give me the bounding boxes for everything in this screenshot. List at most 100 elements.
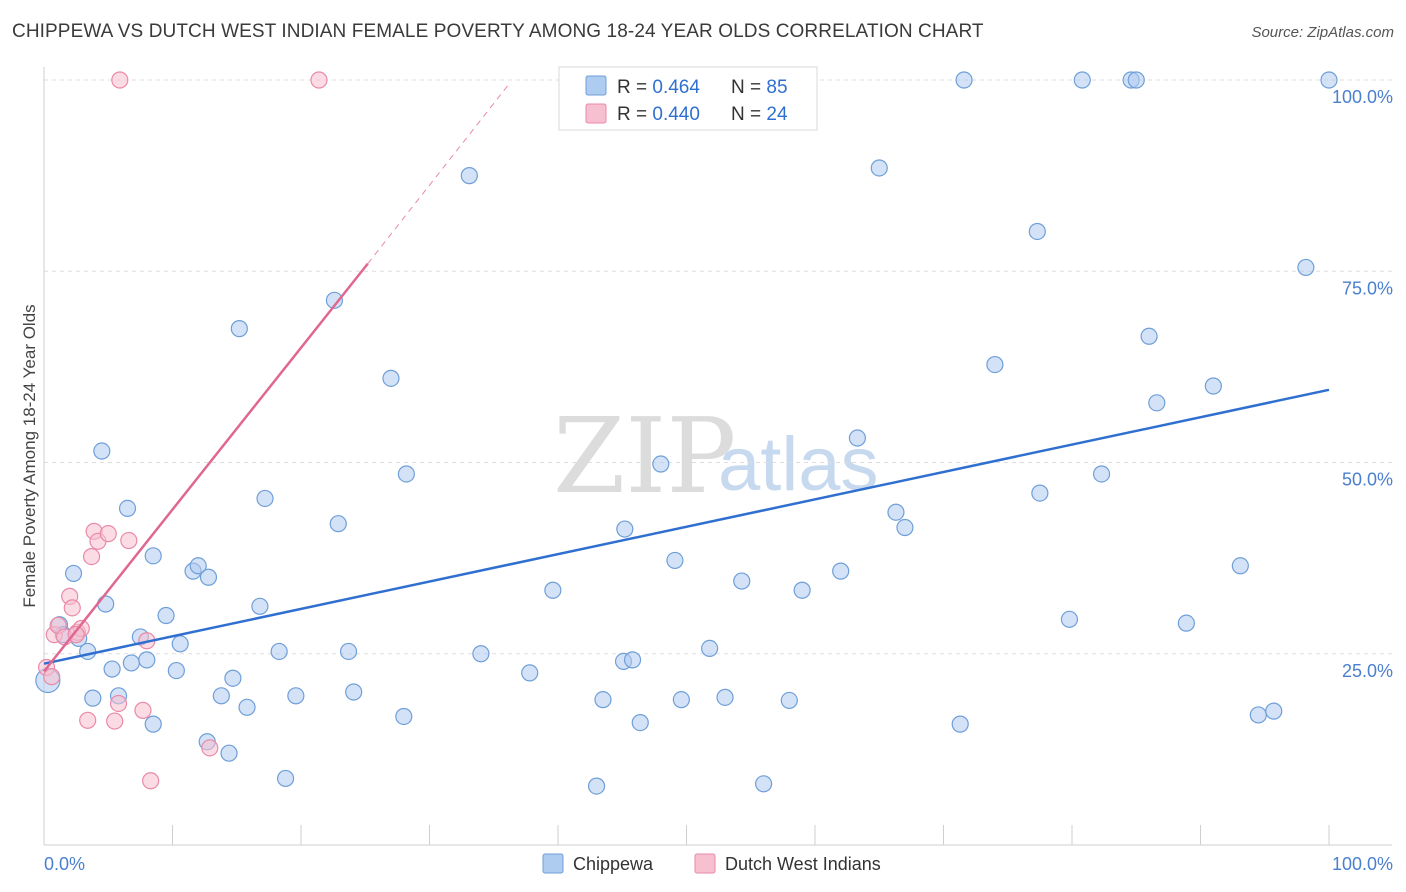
dutch-point — [82, 547, 101, 566]
chippewa-point — [1249, 706, 1267, 724]
chippewa-point — [616, 520, 634, 538]
axes — [43, 67, 1392, 846]
chippewa-point — [251, 597, 269, 615]
chippewa-point — [325, 291, 344, 309]
dutch-point — [111, 71, 129, 89]
chippewa-point — [521, 664, 539, 682]
chippewa-point — [1204, 377, 1222, 395]
chippewa-point — [79, 642, 97, 661]
stats-swatch-dutch — [585, 103, 607, 124]
chippewa-point — [230, 320, 248, 338]
chippewa-point — [631, 713, 649, 732]
chippewa-point — [138, 651, 156, 669]
chippewa-point — [329, 515, 347, 533]
chippewa-point — [951, 715, 969, 733]
chippewa-point — [672, 691, 690, 709]
legend-swatch-dutch — [694, 853, 716, 874]
dutch-point — [67, 626, 85, 644]
x-tick-label-min: 0.0% — [44, 854, 85, 874]
dutch-point — [79, 711, 97, 729]
chippewa-point — [270, 642, 288, 661]
chippewa-point — [93, 442, 111, 460]
chippewa-point — [1265, 702, 1283, 720]
chippewa-point — [754, 775, 773, 793]
chippewa-point — [623, 651, 642, 669]
dutch-point — [109, 694, 128, 713]
chippewa-point — [793, 581, 811, 599]
y-tick-label: 75.0% — [1342, 278, 1393, 298]
chippewa-point — [472, 645, 490, 663]
legend-swatch-chippewa — [542, 853, 564, 874]
chart-title: CHIPPEWA VS DUTCH WEST INDIAN FEMALE POV… — [12, 21, 984, 42]
chippewa-point — [238, 698, 256, 716]
chippewa-point — [544, 581, 562, 599]
chippewa-point — [986, 355, 1004, 374]
chippewa-point — [212, 687, 230, 705]
chippewa-point — [780, 691, 798, 710]
chippewa-point — [1127, 71, 1145, 89]
dutch-trendline — [43, 262, 369, 673]
chippewa-point — [118, 499, 137, 517]
chippewa-point — [848, 429, 867, 447]
watermark-zip: ZIP — [553, 395, 736, 517]
chippewa-point — [1297, 258, 1315, 277]
chippewa-point — [832, 562, 850, 580]
chippewa-point — [167, 661, 185, 680]
chippewa-point — [652, 455, 670, 473]
chippewa-point — [64, 564, 83, 583]
chippewa-point — [382, 369, 400, 387]
chippewa-point — [460, 167, 478, 185]
y-axis-title: Female Poverty Among 18-24 Year Olds — [20, 304, 39, 607]
chippewa-point — [1231, 557, 1249, 575]
dutch-point — [106, 712, 124, 730]
dutch-point — [120, 531, 138, 550]
dutch-trendline-extension — [367, 83, 510, 264]
chippewa-point — [870, 159, 888, 177]
chippewa-point — [97, 595, 115, 613]
chippewa-point — [587, 777, 606, 795]
stats-box: R = 0.464 N = 85 R = 0.440 N = 24 — [558, 66, 818, 131]
y-tick-labels: 25.0% 50.0% 75.0% 100.0% — [1332, 87, 1393, 681]
dutch-point — [43, 668, 61, 686]
dutch-point — [142, 772, 160, 790]
trendlines — [43, 83, 1330, 673]
chippewa-point — [103, 660, 121, 678]
dutch-point — [310, 71, 328, 89]
chippewa-point — [955, 71, 973, 89]
chippewa-point — [1177, 614, 1195, 632]
chippewa-point — [171, 635, 189, 653]
chippewa-point — [395, 707, 413, 726]
dutch-points — [37, 71, 328, 790]
chippewa-point — [276, 769, 295, 788]
stats-swatch-chippewa — [585, 75, 607, 96]
chippewa-point — [594, 691, 612, 709]
chippewa-point — [1140, 327, 1158, 345]
chippewa-point — [716, 688, 734, 706]
legend-label-chippewa: Chippewa — [573, 854, 654, 874]
chippewa-point — [887, 503, 905, 521]
dutch-point — [99, 525, 117, 543]
dutch-point — [63, 599, 81, 617]
legend: Chippewa Dutch West Indians — [542, 853, 881, 874]
chippewa-point — [397, 465, 415, 483]
chippewa-point — [144, 715, 162, 733]
chippewa-point — [345, 683, 363, 701]
chippewa-point — [84, 689, 102, 707]
chippewa-point — [1320, 71, 1338, 89]
source-label: Source: ZipAtlas.com — [1251, 24, 1394, 41]
y-tick-label: 25.0% — [1342, 661, 1393, 681]
chippewa-point — [287, 687, 305, 705]
chippewa-point — [1092, 465, 1111, 483]
chippewa-point — [896, 518, 914, 537]
x-tick-label-max: 100.0% — [1332, 854, 1393, 874]
chippewa-point — [256, 489, 274, 508]
chippewa-point — [1148, 394, 1166, 412]
chippewa-point — [1028, 222, 1046, 241]
chippewa-point — [157, 606, 175, 625]
chippewa-point — [733, 572, 751, 590]
chippewa-point — [1073, 71, 1091, 89]
dutch-point — [201, 739, 219, 757]
chippewa-point — [339, 642, 358, 661]
x-ticks — [172, 825, 1330, 845]
